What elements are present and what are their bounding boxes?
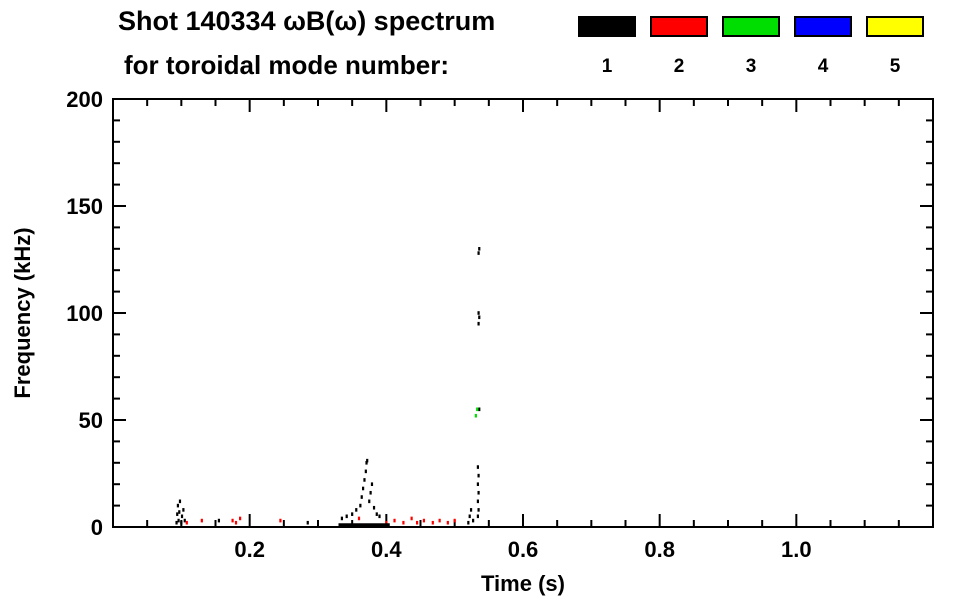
data-point [431, 520, 434, 525]
data-point [366, 458, 369, 463]
legend-swatch-n3 [722, 16, 780, 37]
data-point [422, 518, 426, 523]
data-point [453, 518, 456, 523]
data-point [180, 520, 183, 525]
x-axis-label: Time (s) [481, 571, 565, 596]
data-point [178, 499, 182, 504]
data-point [239, 516, 242, 521]
data-point [345, 514, 348, 519]
data-point [477, 311, 480, 315]
legend-label-n1: 1 [601, 56, 613, 77]
legend-label-n3: 3 [745, 56, 757, 77]
data-point [378, 514, 381, 519]
data-point [375, 512, 378, 516]
data-point [393, 518, 396, 523]
data-point [467, 520, 470, 525]
data-point [469, 508, 473, 512]
data-point [340, 516, 344, 521]
series-n=1 [175, 247, 481, 525]
data-point [178, 510, 181, 514]
data-point [185, 520, 188, 525]
legend-label-n5: 5 [889, 56, 901, 77]
data-point [234, 520, 238, 525]
data-point [402, 520, 405, 525]
legend-swatch-n5 [866, 16, 924, 37]
data-point [359, 503, 362, 508]
data-point [362, 486, 365, 491]
legend-mode-numbers: 1 2 3 4 5 [578, 56, 924, 78]
legend-label-n4: 4 [817, 56, 829, 77]
plot-frame [112, 98, 934, 528]
data-point [363, 478, 366, 482]
data-point [357, 516, 361, 521]
data-point [365, 461, 368, 465]
data-point [477, 473, 480, 478]
y-tick-label-150: 150 [66, 194, 103, 219]
data-point [370, 482, 374, 486]
y-tick-label-0: 0 [91, 515, 103, 540]
legend-swatch-n2 [650, 16, 708, 37]
chart-title: Shot 140334 ωB(ω) spectrum [118, 6, 496, 36]
data-point [306, 520, 309, 525]
data-point [175, 520, 178, 525]
data-point [279, 518, 282, 523]
data-point [200, 518, 203, 523]
data-point [474, 413, 477, 418]
data-point [446, 520, 449, 525]
legend-label-n2: 2 [673, 56, 685, 77]
data-point [476, 407, 479, 412]
data-point [217, 518, 221, 523]
chart-subtitle: for toroidal mode number: [124, 50, 449, 80]
data-point [182, 508, 185, 512]
y-tick-label-100: 100 [66, 301, 103, 326]
data-point [478, 315, 481, 320]
data-point [468, 514, 471, 519]
data-point [177, 518, 180, 523]
data-point [385, 520, 388, 525]
data-point [364, 469, 367, 474]
data-point [176, 512, 179, 516]
x-tick-label-0.4: 0.4 [371, 537, 402, 562]
data-point [369, 490, 372, 495]
data-point [476, 482, 479, 486]
data-point [476, 499, 479, 504]
data-point [351, 512, 354, 516]
data-point [477, 490, 480, 495]
axis-ticks [113, 99, 933, 527]
data-point [415, 520, 419, 525]
series-n=3 [474, 407, 479, 418]
data-point [476, 514, 479, 519]
data-point [410, 516, 413, 521]
y-tick-label-50: 50 [79, 408, 103, 433]
x-tick-label-0.6: 0.6 [508, 537, 539, 562]
data-point [438, 518, 441, 523]
data-point [183, 518, 186, 523]
data-point [176, 503, 180, 508]
data-point [360, 495, 363, 499]
data-point [231, 518, 234, 523]
data-point [472, 518, 475, 523]
data-segment [338, 523, 390, 527]
y-axis-label: Frequency (kHz) [10, 227, 35, 398]
x-tick-label-0.8: 0.8 [644, 537, 675, 562]
y-tick-label-200: 200 [66, 87, 103, 112]
data-point [180, 514, 184, 519]
data-point [368, 499, 371, 504]
legend-swatch-n4 [794, 16, 852, 37]
x-tick-label-1.0: 1.0 [781, 537, 812, 562]
data-point [478, 247, 481, 251]
data-point [477, 508, 480, 512]
data-point [477, 251, 480, 255]
data-point [477, 321, 480, 326]
legend-swatches [578, 16, 924, 37]
data-point [476, 465, 479, 469]
data-point [372, 505, 376, 510]
data-point [478, 407, 481, 412]
legend-swatch-n1 [578, 16, 636, 37]
data-point [355, 508, 358, 512]
series-n=2 [185, 516, 456, 525]
x-tick-label-0.2: 0.2 [234, 537, 265, 562]
